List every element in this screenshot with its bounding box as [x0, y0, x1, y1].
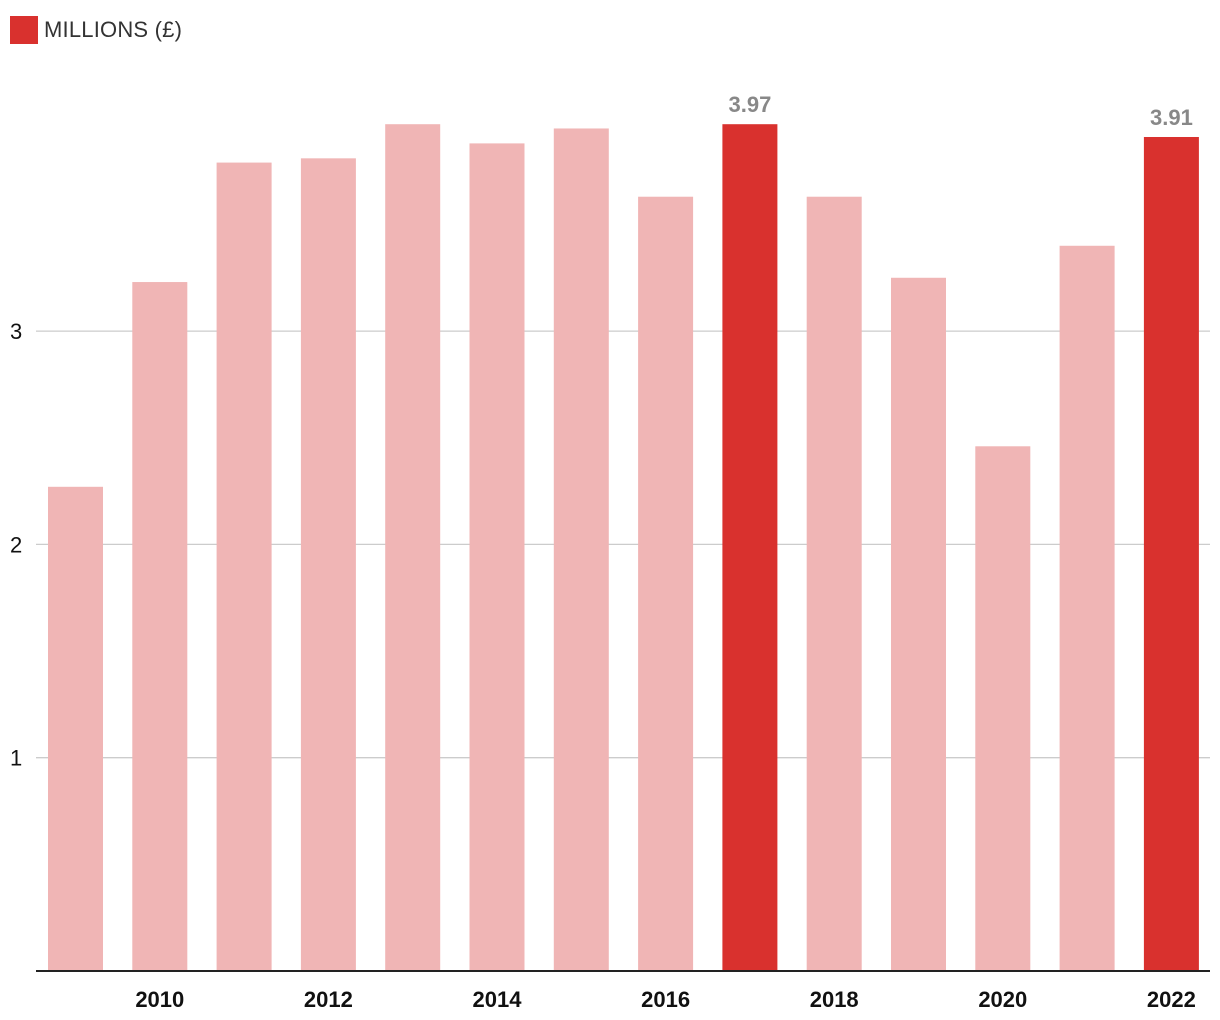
x-tick-label-2016: 2016	[641, 987, 690, 1012]
bar-2014	[469, 143, 525, 971]
data-label-2022: 3.91	[1150, 105, 1193, 130]
data-label-2017: 3.97	[728, 92, 771, 117]
bar-2009	[48, 486, 103, 971]
bar-2019	[891, 277, 946, 971]
bar-2018	[806, 196, 862, 971]
bar-2016	[638, 196, 694, 971]
y-tick-label-2: 2	[10, 532, 22, 557]
legend-swatch	[10, 16, 38, 44]
bar-2022	[1143, 136, 1199, 971]
x-tick-label-2012: 2012	[304, 987, 353, 1012]
bar-2011	[216, 162, 272, 971]
bar-2017	[722, 124, 778, 972]
x-tick-label-2018: 2018	[810, 987, 859, 1012]
bar-2013	[385, 124, 441, 972]
x-tick-label-2014: 2014	[473, 987, 523, 1012]
x-tick-label-2022: 2022	[1147, 987, 1196, 1012]
x-tick-label-2010: 2010	[135, 987, 184, 1012]
bar-2021	[1059, 245, 1115, 971]
y-tick-label-1: 1	[10, 746, 22, 771]
x-tick-label-2020: 2020	[978, 987, 1027, 1012]
bar-2015	[553, 128, 609, 972]
y-tick-label-3: 3	[10, 319, 22, 344]
bar-2010	[132, 282, 188, 971]
legend-label: MILLIONS (£)	[44, 17, 183, 42]
bar-2020	[975, 446, 1031, 972]
legend: MILLIONS (£)	[10, 16, 182, 44]
bar-2012	[300, 158, 356, 971]
